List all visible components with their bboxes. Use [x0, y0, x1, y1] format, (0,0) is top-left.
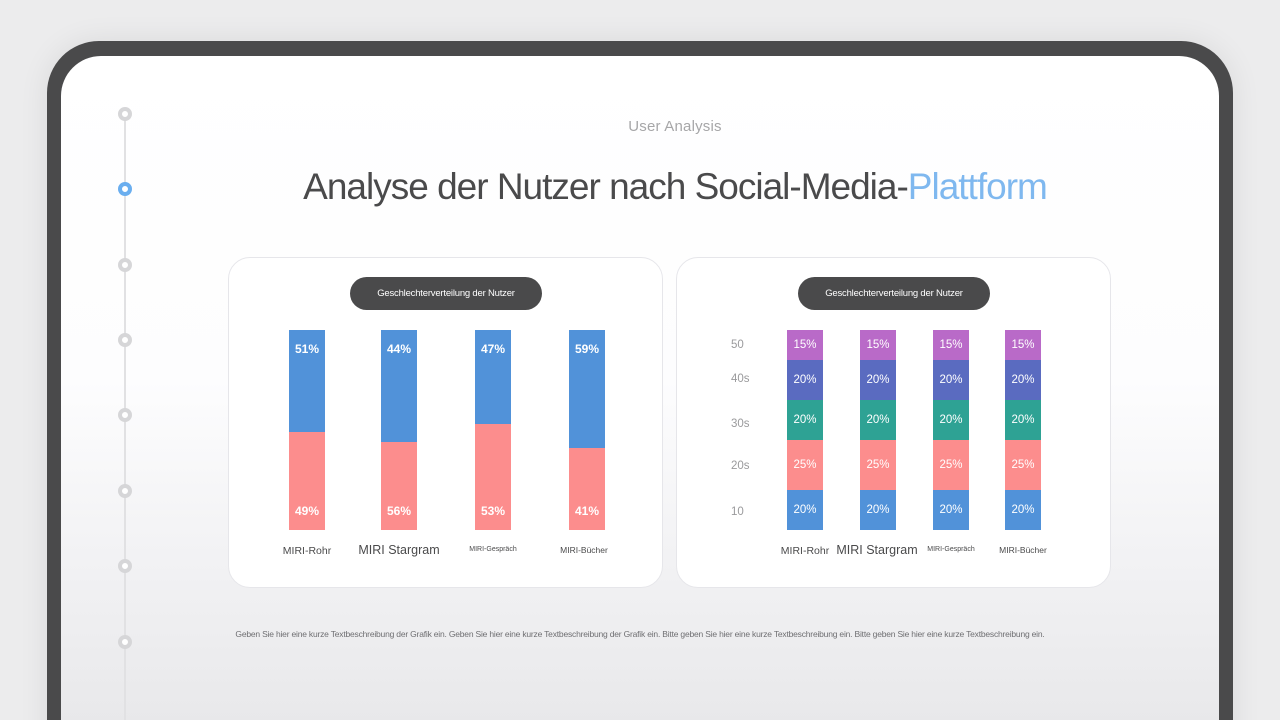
bar-miri-gespraech: 15% 20% 20% 25% 20%	[933, 330, 969, 530]
bar-miri-rohr: 51% 49%	[289, 330, 325, 530]
device-frame: User Analysis Analyse der Nutzer nach So…	[47, 41, 1233, 720]
y-label: 50	[731, 339, 744, 351]
y-label: 40s	[731, 373, 750, 385]
bar-segment-blue: 44%	[381, 330, 417, 442]
x-label: MIRI Stargram	[358, 543, 440, 557]
segment-50: 15%	[860, 330, 896, 360]
bar-miri-rohr: 15% 20% 20% 25% 20%	[787, 330, 823, 530]
title-accent: Plattform	[907, 166, 1048, 207]
bar-miri-buecher: 15% 20% 20% 25% 20%	[1005, 330, 1041, 530]
timeline-step-7[interactable]	[118, 559, 132, 573]
timeline-step-8[interactable]	[118, 635, 132, 649]
bar-miri-gespraech: 47% 53%	[475, 330, 511, 530]
bar-segment-blue: 47%	[475, 330, 511, 424]
segment-40s: 20%	[787, 360, 823, 400]
chart-title-pill: Geschlechterverteilung der Nutzer	[350, 277, 542, 310]
timeline-step-5[interactable]	[118, 408, 132, 422]
x-label: MIRI-Bücher	[560, 545, 608, 555]
segment-40s: 20%	[860, 360, 896, 400]
x-label: MIRI-Rohr	[282, 545, 332, 557]
x-label: MIRI Stargram	[836, 543, 918, 557]
segment-10: 20%	[933, 490, 969, 530]
segment-20s: 25%	[1005, 440, 1041, 490]
age-chart-card: Geschlechterverteilung der Nutzer 50 40s…	[676, 257, 1111, 588]
bar-segment-pink: 53%	[475, 424, 511, 530]
segment-20s: 25%	[860, 440, 896, 490]
chart-title-pill: Geschlechterverteilung der Nutzer	[798, 277, 990, 310]
timeline-step-1[interactable]	[118, 107, 132, 121]
segment-30s: 20%	[933, 400, 969, 440]
segment-30s: 20%	[1005, 400, 1041, 440]
timeline-step-3[interactable]	[118, 258, 132, 272]
segment-20s: 25%	[933, 440, 969, 490]
segment-10: 20%	[860, 490, 896, 530]
chart-caption: Geben Sie hier eine kurze Textbeschreibu…	[235, 629, 1045, 639]
slide-subtitle: User Analysis	[628, 118, 722, 135]
bar-miri-buecher: 59% 41%	[569, 330, 605, 530]
timeline-step-6[interactable]	[118, 484, 132, 498]
segment-10: 20%	[1005, 490, 1041, 530]
timeline-step-4[interactable]	[118, 333, 132, 347]
bar-segment-pink: 49%	[289, 432, 325, 530]
x-label: MIRI-Gespräch	[927, 546, 975, 553]
bar-segment-pink: 56%	[381, 442, 417, 530]
x-label: MIRI-Bücher	[999, 545, 1047, 555]
segment-20s: 25%	[787, 440, 823, 490]
y-label: 30s	[731, 418, 750, 430]
bar-miri-stargram: 44% 56%	[381, 330, 417, 530]
bar-segment-pink: 41%	[569, 448, 605, 530]
segment-50: 15%	[1005, 330, 1041, 360]
slide-screen: User Analysis Analyse der Nutzer nach So…	[61, 56, 1219, 720]
segment-10: 20%	[787, 490, 823, 530]
gender-chart-card: Geschlechterverteilung der Nutzer 51% 49…	[228, 257, 663, 588]
segment-30s: 20%	[787, 400, 823, 440]
bar-segment-blue: 51%	[289, 330, 325, 432]
segment-50: 15%	[787, 330, 823, 360]
slide-title: Analyse der Nutzer nach Social-Media-Pla…	[61, 166, 1219, 208]
title-main: Analyse der Nutzer nach Social-Media-	[303, 166, 909, 207]
bar-miri-stargram: 15% 20% 20% 25% 20%	[860, 330, 896, 530]
bar-segment-blue: 59%	[569, 330, 605, 448]
y-label: 20s	[731, 460, 750, 472]
segment-40s: 20%	[933, 360, 969, 400]
timeline-step-2-active[interactable]	[118, 182, 132, 196]
segment-40s: 20%	[1005, 360, 1041, 400]
y-label: 10	[731, 506, 744, 518]
x-label: MIRI-Rohr	[780, 545, 830, 557]
segment-30s: 20%	[860, 400, 896, 440]
x-label: MIRI-Gespräch	[469, 546, 517, 553]
segment-50: 15%	[933, 330, 969, 360]
